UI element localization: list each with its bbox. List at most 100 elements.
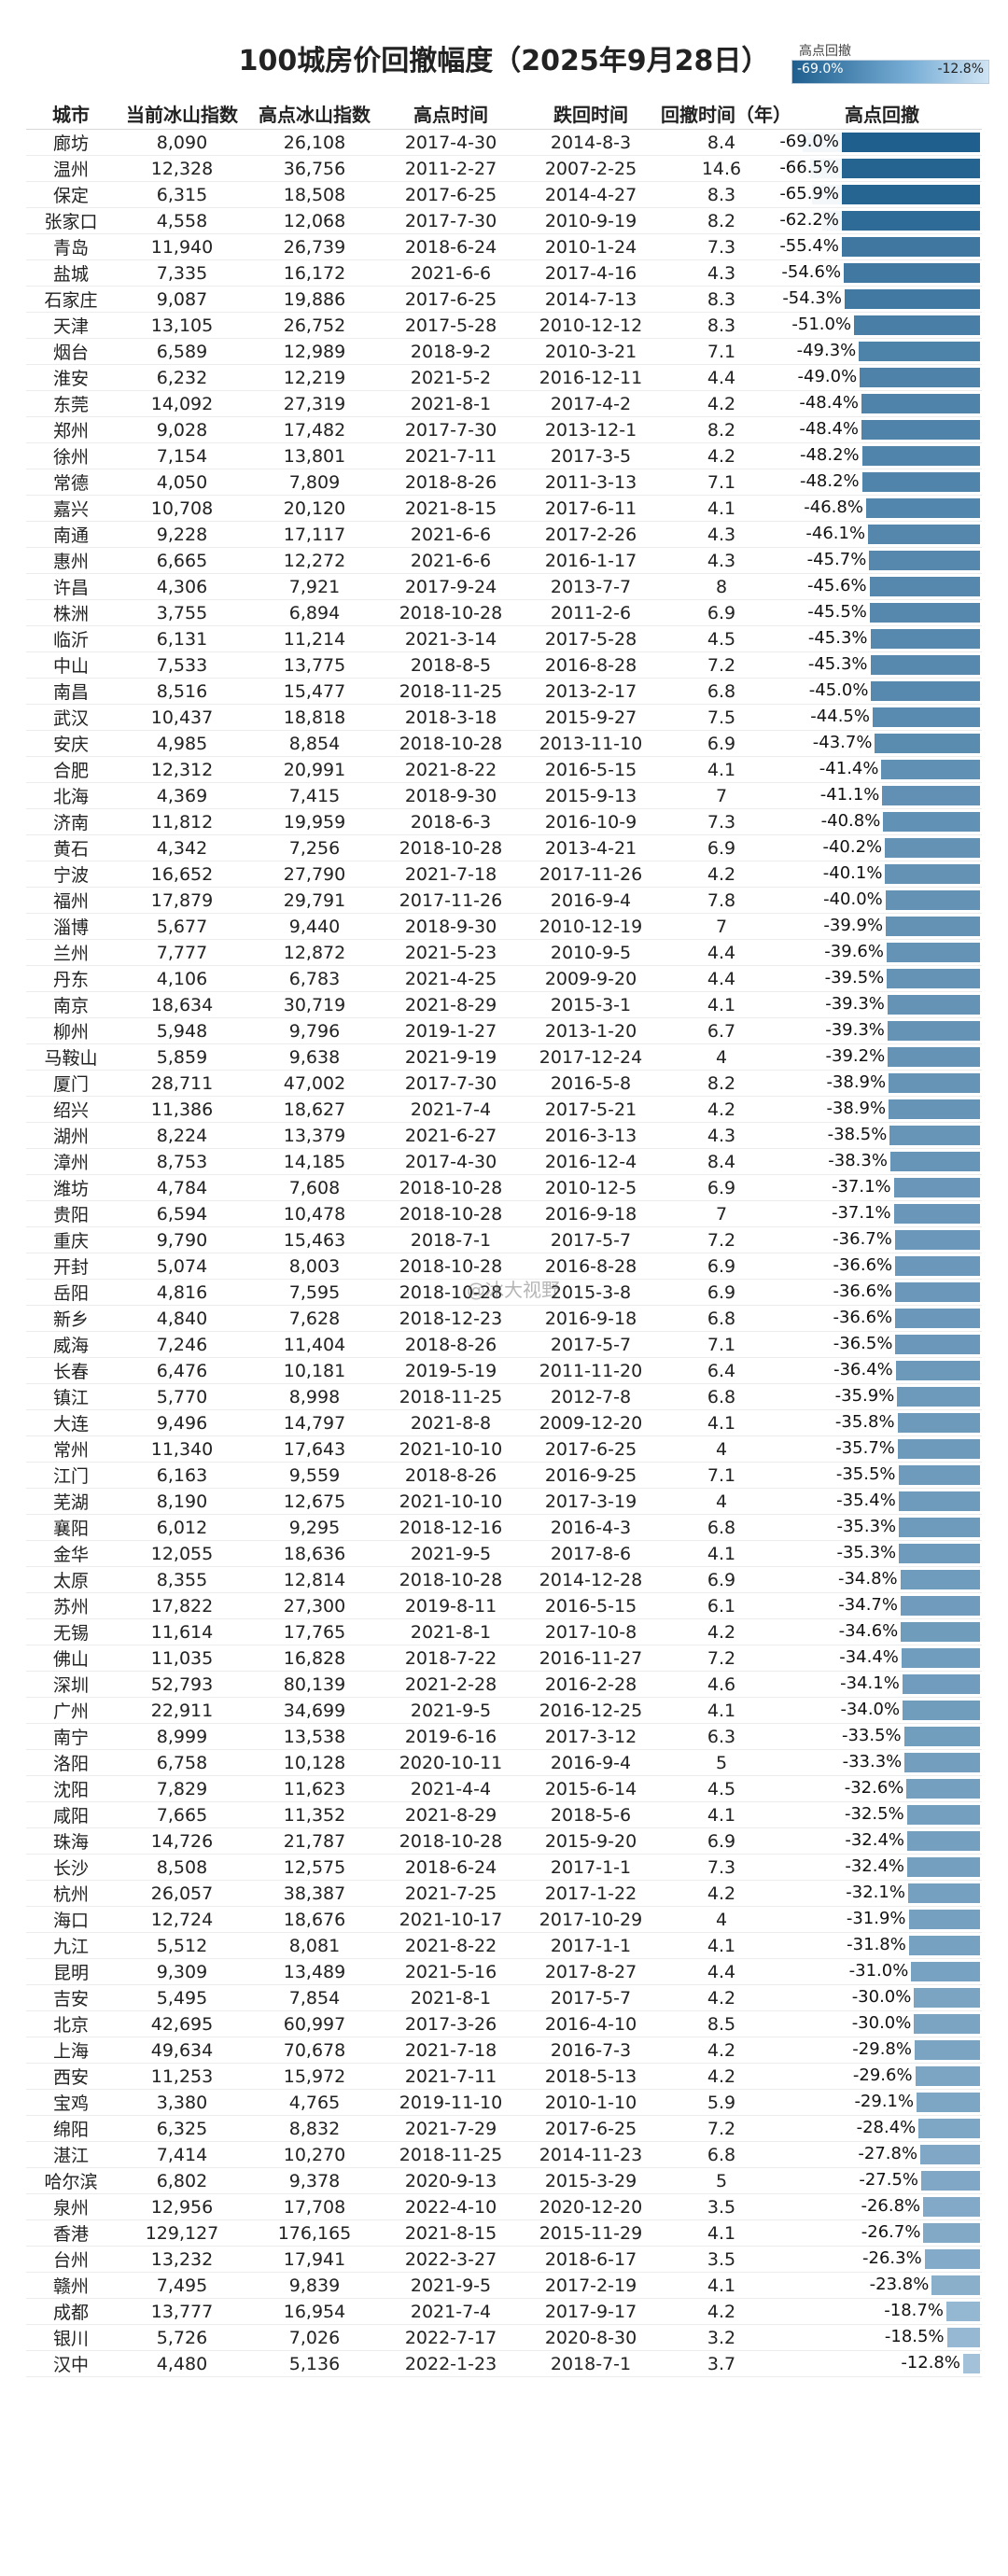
drawdown-label: -45.0% [805,679,872,701]
cell-peak-index: 6,783 [248,965,381,992]
drawdown-label: -33.3% [839,1751,905,1772]
cell-drawdown-years: 8.2 [661,416,782,443]
cell-fallback-date: 2016-2-28 [521,1671,661,1698]
table-row: 柳州 5,948 9,796 2019-1-27 2013-1-20 6.7 -39.3% [26,1017,982,1044]
cell-peak-index: 12,675 [248,1488,381,1515]
col-header: 高点冰山指数 [248,97,381,130]
drawdown-bar [897,1438,980,1459]
cell-peak-index: 17,643 [248,1435,381,1463]
cell-drawdown-years: 14.6 [661,155,782,182]
cell-current-index: 52,793 [116,1671,248,1698]
cell-peak-drawdown: -40.8% [782,808,982,835]
cell-current-index: 7,665 [116,1801,248,1828]
cell-peak-drawdown: -41.4% [782,756,982,783]
cell-peak-index: 18,508 [248,181,381,208]
cell-peak-drawdown: -41.1% [782,782,982,809]
drawdown-label: -35.7% [833,1437,898,1459]
cell-current-index: 9,087 [116,286,248,313]
drawdown-label: -39.3% [822,1019,888,1041]
drawdown-label: -45.6% [804,575,870,596]
drawdown-label: -69.0% [777,131,842,152]
cell-city: 九江 [26,1932,116,1959]
cell-peak-drawdown: -55.4% [777,233,982,260]
cell-current-index: 7,533 [116,651,248,679]
drawdown-label: -66.5% [777,157,842,178]
drawdown-label: -46.1% [803,523,869,544]
drawdown-label: -48.2% [796,470,862,492]
cell-peak-drawdown: -39.9% [782,913,982,940]
cell-drawdown-years: 7.1 [661,469,782,496]
cell-fallback-date: 2011-3-13 [521,469,661,496]
cell-city: 南宁 [26,1723,116,1750]
cell-city: 兰州 [26,939,116,966]
cell-current-index: 7,829 [116,1775,248,1802]
cell-fallback-date: 2018-5-13 [521,2063,661,2090]
drawdown-label: -33.5% [838,1725,904,1746]
cell-city: 湖州 [26,1122,116,1149]
drawdown-label: -31.9% [843,1908,909,1929]
cell-city: 盐城 [26,259,116,287]
cell-drawdown-years: 4 [661,1435,782,1463]
cell-fallback-date: 2017-2-26 [521,521,661,548]
drawdown-label: -23.8% [866,2274,932,2295]
cell-peak-drawdown: -40.1% [782,861,982,888]
cell-current-index: 12,312 [116,756,248,783]
drawdown-label: -48.2% [796,444,862,466]
drawdown-bar [886,916,980,936]
cell-peak-index: 20,991 [248,756,381,783]
cell-peak-date: 2018-11-25 [381,678,521,705]
drawdown-bar [899,1517,980,1537]
table-row: 廊坊 8,090 26,108 2017-4-30 2014-8-3 8.4 -69.0% [26,129,982,156]
cell-peak-index: 13,775 [248,651,381,679]
cell-peak-index: 16,172 [248,259,381,287]
cell-city: 哈尔滨 [26,2167,116,2194]
drawdown-label: -48.4% [796,392,862,413]
cell-fallback-date: 2017-4-2 [521,390,661,417]
cell-fallback-date: 2020-8-30 [521,2324,661,2351]
cell-peak-index: 18,627 [248,1096,381,1123]
cell-peak-index: 4,765 [248,2089,381,2116]
cell-peak-date: 2011-2-27 [381,155,521,182]
cell-peak-date: 2021-7-29 [381,2115,521,2142]
table-row: 泉州 12,956 17,708 2022-4-10 2020-12-20 3.5 -26.… [26,2193,982,2220]
cell-peak-date: 2021-10-10 [381,1488,521,1515]
table-row: 安庆 4,985 8,854 2018-10-28 2013-11-10 6.9 -43.7… [26,730,982,757]
cell-city: 咸阳 [26,1801,116,1828]
cell-fallback-date: 2013-11-10 [521,730,661,757]
cell-city: 张家口 [26,207,116,234]
table-row: 武汉 10,437 18,818 2018-3-18 2015-9-27 7.5 -44.5… [26,704,982,731]
cell-city: 深圳 [26,1671,116,1698]
cell-peak-date: 2020-10-11 [381,1749,521,1776]
cell-peak-date: 2021-3-14 [381,625,521,652]
drawdown-label: -54.6% [778,261,845,283]
cell-fallback-date: 2017-2-19 [521,2272,661,2299]
cell-peak-date: 2021-8-22 [381,756,521,783]
table-row: 芜湖 8,190 12,675 2021-10-10 2017-3-19 4 -35.4% [26,1488,982,1515]
cell-peak-drawdown: -30.0% [782,2010,982,2037]
table-body: 廊坊 8,090 26,108 2017-4-30 2014-8-3 8.4 -69.0% 温… [26,129,982,2377]
cell-fallback-date: 2016-8-28 [521,651,661,679]
col-header: 高点时间 [381,97,521,130]
cell-current-index: 7,154 [116,442,248,469]
cell-peak-drawdown: -29.6% [782,2063,982,2090]
cell-drawdown-years: 7.3 [661,808,782,835]
cell-peak-date: 2018-11-25 [381,2141,521,2168]
cell-peak-index: 16,828 [248,1645,381,1672]
drawdown-label: -45.3% [805,627,871,649]
cell-peak-date: 2019-8-11 [381,1592,521,1619]
drawdown-bar [920,2144,980,2164]
drawdown-label: -30.0% [848,1986,915,2008]
table-row: 湖州 8,224 13,379 2021-6-27 2016-3-13 4.3 -38.5% [26,1122,982,1149]
drawdown-bar [821,210,980,231]
drawdown-bar [900,1569,980,1589]
cell-current-index: 7,246 [116,1331,248,1358]
drawdown-label: -36.6% [830,1281,896,1302]
cell-peak-drawdown: -35.9% [782,1383,982,1410]
cell-current-index: 4,369 [116,782,248,809]
cell-city: 新乡 [26,1305,116,1332]
table-row: 南宁 8,999 13,538 2019-6-16 2017-3-12 6.3 -33.5% [26,1723,982,1750]
table-row: 杭州 26,057 38,387 2021-7-25 2017-1-22 4.2 -32.1… [26,1880,982,1907]
table-row: 中山 7,533 13,775 2018-8-5 2016-8-28 7.2 -45.3% [26,651,982,679]
cell-drawdown-years: 3.2 [661,2324,782,2351]
cell-drawdown-years: 6.8 [661,1383,782,1410]
